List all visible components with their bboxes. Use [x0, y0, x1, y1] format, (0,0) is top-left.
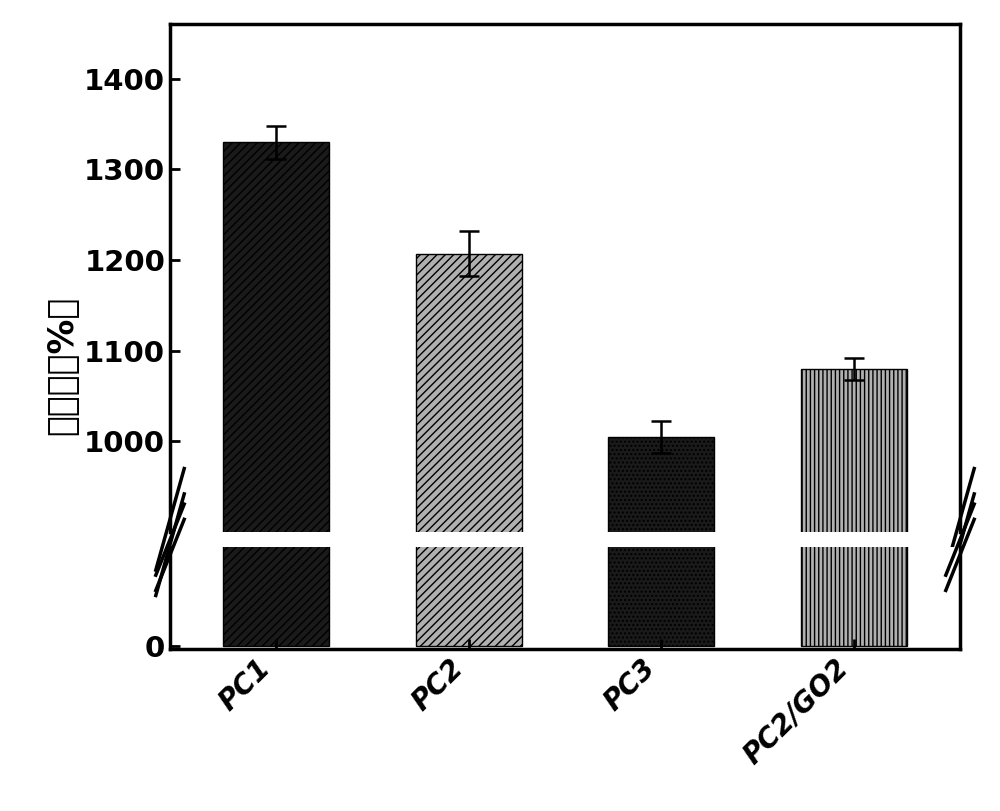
- Bar: [416, 254, 522, 811]
- Bar: [223, 142, 329, 811]
- Bar: [608, 437, 714, 811]
- Text: 溶脼率（%）: 溶脼率（%）: [45, 295, 79, 435]
- Bar: [416, 250, 522, 646]
- Bar: [608, 316, 714, 646]
- Bar: [801, 369, 907, 811]
- Bar: [801, 292, 907, 646]
- Bar: [223, 210, 329, 646]
